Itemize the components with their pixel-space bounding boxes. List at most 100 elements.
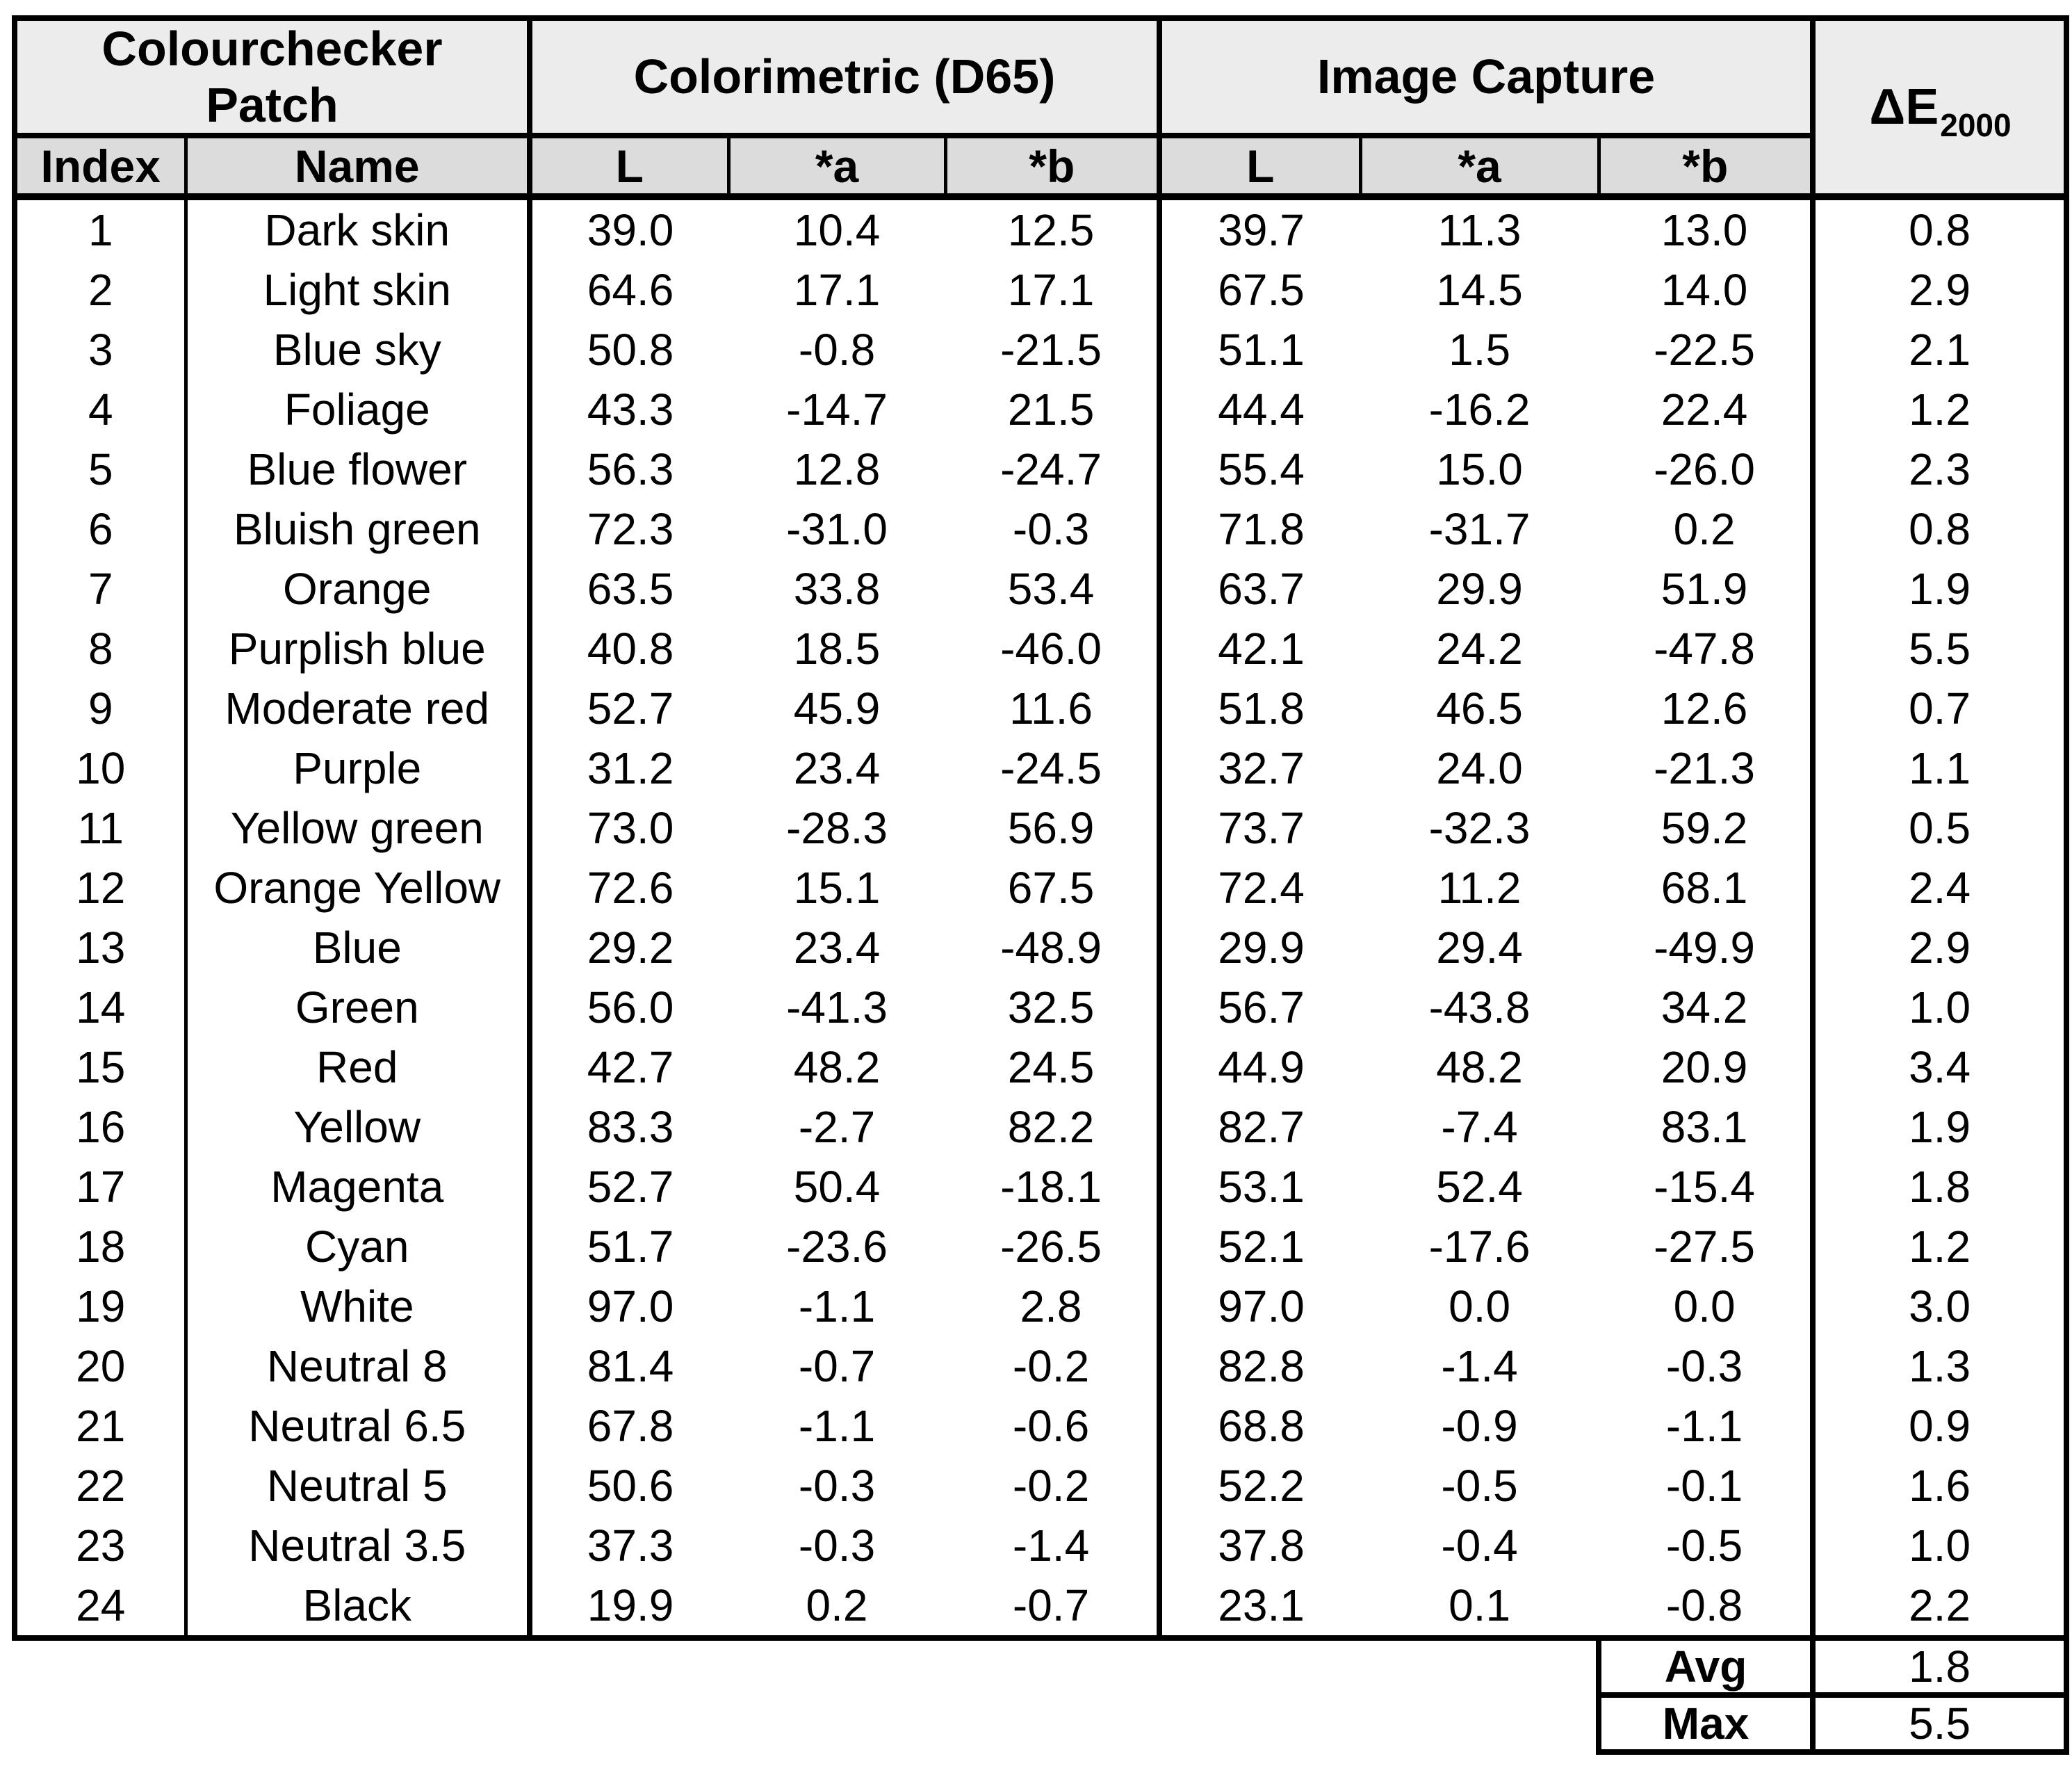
col-header-colorimetric-L: L (527, 136, 729, 200)
cell-delta-e: 2.1 (1810, 320, 2070, 380)
cell-capture-L: 97.0 (1157, 1276, 1361, 1336)
cell-colorimetric-L: 64.6 (527, 260, 729, 320)
table-row: 2 Light skin 64.6 17.1 17.1 67.5 14.5 14.0 2.9 (12, 260, 2070, 320)
cell-capture-L: 56.7 (1157, 978, 1361, 1037)
cell-colorimetric-a: 18.5 (728, 619, 946, 679)
cell-delta-e: 0.7 (1810, 679, 2070, 738)
cell-name: Dark skin (183, 197, 530, 260)
col-header-name: Name (183, 136, 530, 200)
cell-index: 18 (12, 1217, 186, 1276)
cell-capture-a: -0.4 (1360, 1516, 1599, 1575)
cell-colorimetric-b: -21.5 (945, 320, 1160, 380)
cell-name: Orange Yellow (183, 858, 530, 918)
table-row: 24 Black 19.9 0.2 -0.7 23.1 0.1 -0.8 2.2 (12, 1575, 2070, 1641)
cell-colorimetric-a: -41.3 (728, 978, 946, 1037)
cell-colorimetric-L: 43.3 (527, 380, 729, 439)
cell-colorimetric-L: 29.2 (527, 918, 729, 978)
cell-index: 1 (12, 197, 186, 260)
cell-colorimetric-a: 17.1 (728, 260, 946, 320)
table-row: 17 Magenta 52.7 50.4 -18.1 53.1 52.4 -15.4 1.8 (12, 1157, 2070, 1217)
cell-capture-a: 46.5 (1360, 679, 1599, 738)
cell-colorimetric-b: -18.1 (945, 1157, 1160, 1217)
cell-capture-a: 29.9 (1360, 559, 1599, 619)
cell-capture-L: 44.9 (1157, 1037, 1361, 1097)
cell-index: 20 (12, 1336, 186, 1396)
cell-colorimetric-a: -1.1 (728, 1276, 946, 1336)
cell-colorimetric-b: 32.5 (945, 978, 1160, 1037)
cell-delta-e: 1.0 (1810, 978, 2070, 1037)
cell-capture-b: -47.8 (1599, 619, 1813, 679)
cell-capture-b: -0.1 (1599, 1456, 1813, 1516)
cell-colorimetric-a: 15.1 (728, 858, 946, 918)
cell-capture-b: -27.5 (1599, 1217, 1813, 1276)
max-value: 5.5 (1813, 1695, 2070, 1755)
cell-colorimetric-a: -0.7 (728, 1336, 946, 1396)
cell-delta-e: 1.9 (1810, 559, 2070, 619)
cell-colorimetric-L: 72.3 (527, 499, 729, 559)
cell-capture-b: -0.8 (1599, 1575, 1813, 1641)
cell-capture-b: -0.5 (1599, 1516, 1813, 1575)
group-header-patch-line1: Colourchecker (101, 22, 443, 76)
cell-colorimetric-a: 23.4 (728, 738, 946, 798)
cell-capture-b: 14.0 (1599, 260, 1813, 320)
cell-name: Bluish green (183, 499, 530, 559)
cell-capture-a: 0.0 (1360, 1276, 1599, 1336)
cell-delta-e: 1.9 (1810, 1097, 2070, 1157)
table-row: 3 Blue sky 50.8 -0.8 -21.5 51.1 1.5 -22.5 2.1 (12, 320, 2070, 380)
cell-delta-e: 3.0 (1810, 1276, 2070, 1336)
summary-spacer (15, 1695, 1599, 1752)
table-row: 12 Orange Yellow 72.6 15.1 67.5 72.4 11.2 68.1 2… (12, 858, 2070, 918)
cell-index: 15 (12, 1037, 186, 1097)
cell-name: Purplish blue (183, 619, 530, 679)
cell-colorimetric-a: -0.3 (728, 1516, 946, 1575)
cell-name: Moderate red (183, 679, 530, 738)
table-row: 13 Blue 29.2 23.4 -48.9 29.9 29.4 -49.9 2.9 (12, 918, 2070, 978)
cell-name: Blue flower (183, 439, 530, 499)
col-header-index: Index (12, 136, 186, 200)
cell-name: Red (183, 1037, 530, 1097)
cell-name: Black (183, 1575, 530, 1641)
col-header-capture-L: L (1157, 136, 1361, 200)
cell-capture-L: 73.7 (1157, 798, 1361, 858)
cell-name: Neutral 3.5 (183, 1516, 530, 1575)
cell-name: Neutral 6.5 (183, 1396, 530, 1456)
cell-capture-b: -21.3 (1599, 738, 1813, 798)
cell-name: Neutral 8 (183, 1336, 530, 1396)
cell-capture-b: -22.5 (1599, 320, 1813, 380)
colourchecker-comparison-table: Colourchecker Patch Colorimetric (D65) I… (11, 15, 2070, 1755)
cell-capture-L: 23.1 (1157, 1575, 1361, 1641)
cell-colorimetric-L: 67.8 (527, 1396, 729, 1456)
cell-colorimetric-b: -0.3 (945, 499, 1160, 559)
cell-capture-b: 0.0 (1599, 1276, 1813, 1336)
cell-index: 19 (12, 1276, 186, 1336)
cell-colorimetric-a: 50.4 (728, 1157, 946, 1217)
cell-colorimetric-a: -0.8 (728, 320, 946, 380)
cell-colorimetric-a: -1.1 (728, 1396, 946, 1456)
cell-colorimetric-b: -0.2 (945, 1336, 1160, 1396)
table-row: 8 Purplish blue 40.8 18.5 -46.0 42.1 24.2 -47.8… (12, 619, 2070, 679)
table-row: 19 White 97.0 -1.1 2.8 97.0 0.0 0.0 3.0 (12, 1276, 2070, 1336)
cell-colorimetric-L: 37.3 (527, 1516, 729, 1575)
table-row: 7 Orange 63.5 33.8 53.4 63.7 29.9 51.9 1.9 (12, 559, 2070, 619)
cell-colorimetric-L: 72.6 (527, 858, 729, 918)
cell-name: White (183, 1276, 530, 1336)
cell-index: 10 (12, 738, 186, 798)
cell-delta-e: 1.3 (1810, 1336, 2070, 1396)
cell-capture-b: -0.3 (1599, 1336, 1813, 1396)
cell-capture-a: -16.2 (1360, 380, 1599, 439)
cell-capture-b: 83.1 (1599, 1097, 1813, 1157)
table-row: 6 Bluish green 72.3 -31.0 -0.3 71.8 -31.7 0.2 0.… (12, 499, 2070, 559)
cell-colorimetric-L: 81.4 (527, 1336, 729, 1396)
cell-colorimetric-b: 2.8 (945, 1276, 1160, 1336)
cell-capture-b: -49.9 (1599, 918, 1813, 978)
cell-colorimetric-L: 97.0 (527, 1276, 729, 1336)
cell-colorimetric-L: 63.5 (527, 559, 729, 619)
cell-name: Cyan (183, 1217, 530, 1276)
cell-colorimetric-b: 21.5 (945, 380, 1160, 439)
cell-capture-b: 22.4 (1599, 380, 1813, 439)
group-header-row: Colourchecker Patch Colorimetric (D65) I… (11, 15, 2070, 200)
cell-capture-b: 12.6 (1599, 679, 1813, 738)
cell-capture-b: -15.4 (1599, 1157, 1813, 1217)
cell-capture-L: 51.1 (1157, 320, 1361, 380)
cell-name: Purple (183, 738, 530, 798)
